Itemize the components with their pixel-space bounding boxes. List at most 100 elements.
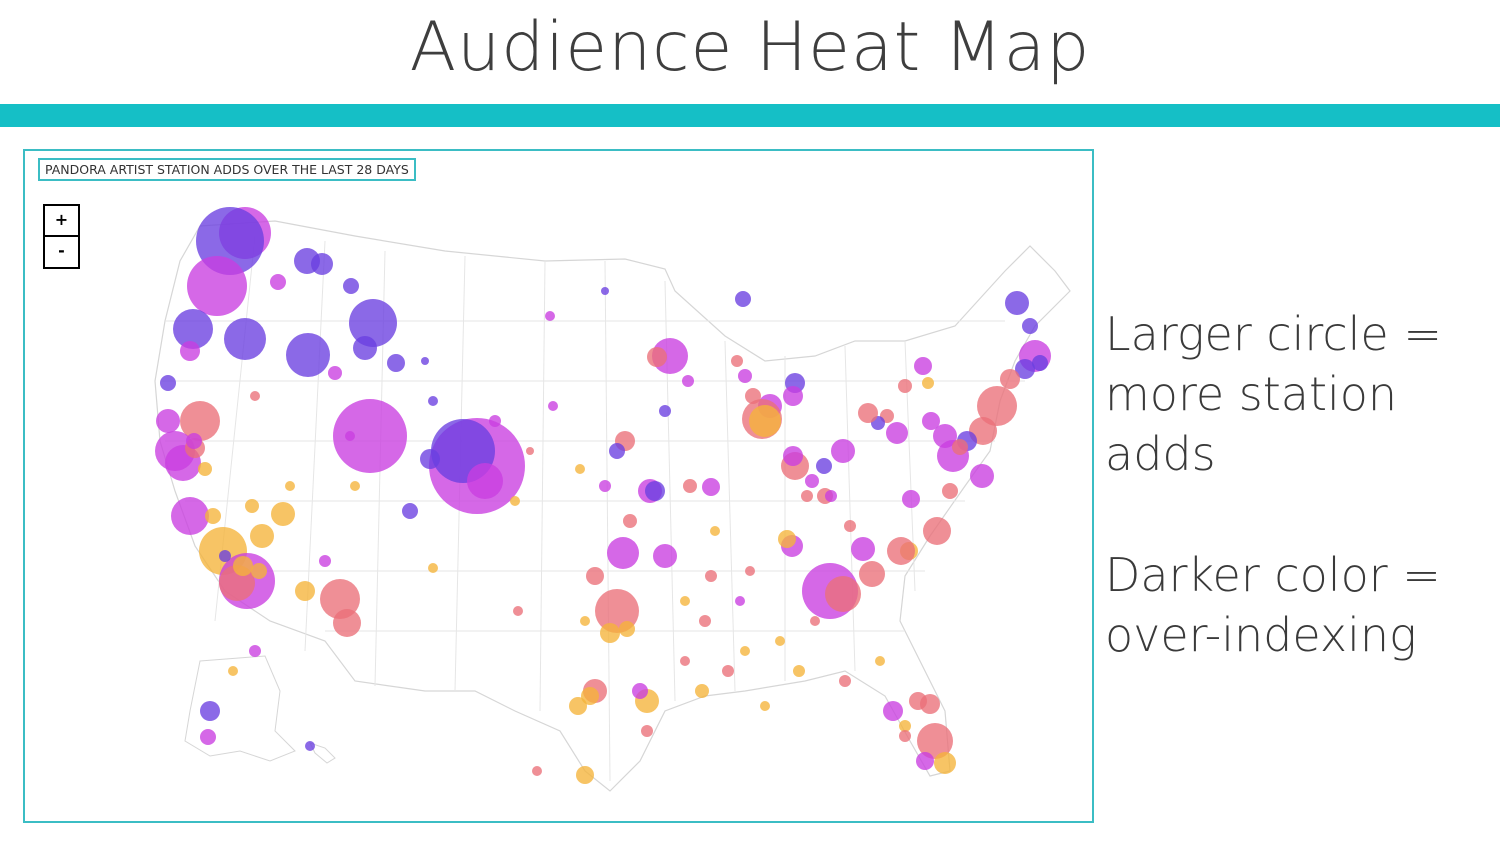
- legend-size-note: Larger circle = more station adds: [1105, 307, 1442, 481]
- station-adds-bubble: [749, 405, 781, 437]
- station-adds-bubble: [402, 503, 418, 519]
- station-adds-bubble: [952, 439, 968, 455]
- station-adds-bubble: [489, 415, 501, 427]
- station-adds-bubble: [922, 412, 940, 430]
- station-adds-bubble: [586, 567, 604, 585]
- station-adds-bubble: [1000, 369, 1020, 389]
- station-adds-bubble: [173, 309, 213, 349]
- map-panel[interactable]: PANDORA ARTIST STATION ADDS OVER THE LAS…: [23, 149, 1094, 823]
- title-accent-bar: [0, 104, 1500, 127]
- zoom-in-button[interactable]: +: [43, 204, 80, 237]
- station-adds-bubble: [920, 694, 940, 714]
- station-adds-bubble: [705, 570, 717, 582]
- station-adds-bubble: [1005, 291, 1029, 315]
- station-adds-bubble: [760, 701, 770, 711]
- station-adds-bubble: [680, 596, 690, 606]
- station-adds-bubble: [731, 355, 743, 367]
- station-adds-bubble: [858, 403, 878, 423]
- station-adds-bubble: [1032, 355, 1048, 371]
- station-adds-bubble: [914, 357, 932, 375]
- station-adds-bubble: [738, 369, 752, 383]
- station-adds-bubble: [160, 375, 176, 391]
- station-adds-bubble: [198, 462, 212, 476]
- station-adds-bubble: [699, 615, 711, 627]
- station-adds-bubble: [569, 697, 587, 715]
- station-adds-bubble: [545, 311, 555, 321]
- station-adds-bubble: [805, 474, 819, 488]
- station-adds-bubble: [883, 701, 903, 721]
- station-adds-bubble: [285, 481, 295, 491]
- station-adds-bubble: [793, 665, 805, 677]
- station-adds-bubble: [619, 621, 635, 637]
- station-adds-bubble: [735, 596, 745, 606]
- station-adds-bubble: [778, 530, 796, 548]
- station-adds-bubble: [200, 701, 220, 721]
- station-adds-bubble: [576, 766, 594, 784]
- station-adds-bubble: [659, 405, 671, 417]
- station-adds-bubble: [783, 386, 803, 406]
- map-caption: PANDORA ARTIST STATION ADDS OVER THE LAS…: [38, 158, 416, 181]
- station-adds-bubble: [825, 490, 837, 502]
- station-adds-bubble: [740, 646, 750, 656]
- station-adds-bubble: [783, 446, 803, 466]
- station-adds-bubble: [251, 563, 267, 579]
- station-adds-bubble: [810, 616, 820, 626]
- region-boundary: [539, 260, 546, 712]
- station-adds-bubble: [645, 481, 665, 501]
- station-adds-bubble: [513, 606, 523, 616]
- station-adds-bubble: [851, 537, 875, 561]
- station-adds-bubble: [548, 401, 558, 411]
- station-adds-bubble: [350, 481, 360, 491]
- station-adds-bubble: [695, 684, 709, 698]
- station-adds-bubble: [270, 274, 286, 290]
- station-adds-bubble: [295, 581, 315, 601]
- station-adds-bubble: [682, 375, 694, 387]
- station-adds-bubble: [745, 388, 761, 404]
- station-adds-bubble: [333, 609, 361, 637]
- station-adds-bubble: [653, 544, 677, 568]
- station-adds-bubble: [899, 720, 911, 732]
- station-adds-bubble: [599, 480, 611, 492]
- station-adds-bubble: [683, 479, 697, 493]
- station-adds-bubble: [328, 366, 342, 380]
- station-adds-bubble: [632, 683, 648, 699]
- us-outline: [154, 220, 1071, 792]
- station-adds-bubble: [745, 566, 755, 576]
- station-adds-bubble: [187, 256, 247, 316]
- zoom-out-button[interactable]: -: [43, 237, 80, 269]
- station-adds-bubble: [859, 561, 885, 587]
- station-adds-bubble: [600, 623, 620, 643]
- station-adds-bubble: [886, 422, 908, 444]
- station-adds-bubble: [224, 318, 266, 360]
- station-adds-bubble: [228, 666, 238, 676]
- station-adds-bubble: [245, 499, 259, 513]
- station-adds-bubble: [311, 253, 333, 275]
- station-adds-bubble: [250, 391, 260, 401]
- station-adds-bubble: [844, 520, 856, 532]
- legend-color-note: Darker color = over-indexing: [1105, 548, 1441, 662]
- station-adds-bubble: [171, 497, 209, 535]
- station-adds-bubble: [898, 379, 912, 393]
- station-adds-bubble: [180, 401, 220, 441]
- station-adds-bubble: [510, 496, 520, 506]
- station-adds-bubble: [977, 386, 1017, 426]
- station-adds-bubble: [942, 483, 958, 499]
- station-adds-bubble: [575, 464, 585, 474]
- station-adds-bubble: [271, 502, 295, 526]
- station-adds-bubble: [286, 333, 330, 377]
- station-adds-bubble: [250, 524, 274, 548]
- station-adds-bubble: [839, 675, 851, 687]
- station-adds-bubble: [233, 556, 253, 576]
- station-adds-bubble: [710, 526, 720, 536]
- station-adds-bubble: [428, 396, 438, 406]
- station-adds-bubble: [526, 447, 534, 455]
- station-adds-bubble: [305, 741, 315, 751]
- station-adds-bubble: [917, 723, 953, 759]
- station-adds-bubble: [722, 665, 734, 677]
- station-adds-bubble: [319, 555, 331, 567]
- station-adds-bubble: [623, 514, 637, 528]
- station-adds-bubble: [916, 752, 934, 770]
- station-adds-bubble: [156, 409, 180, 433]
- station-adds-bubble: [421, 357, 429, 365]
- us-map[interactable]: [25, 151, 1092, 821]
